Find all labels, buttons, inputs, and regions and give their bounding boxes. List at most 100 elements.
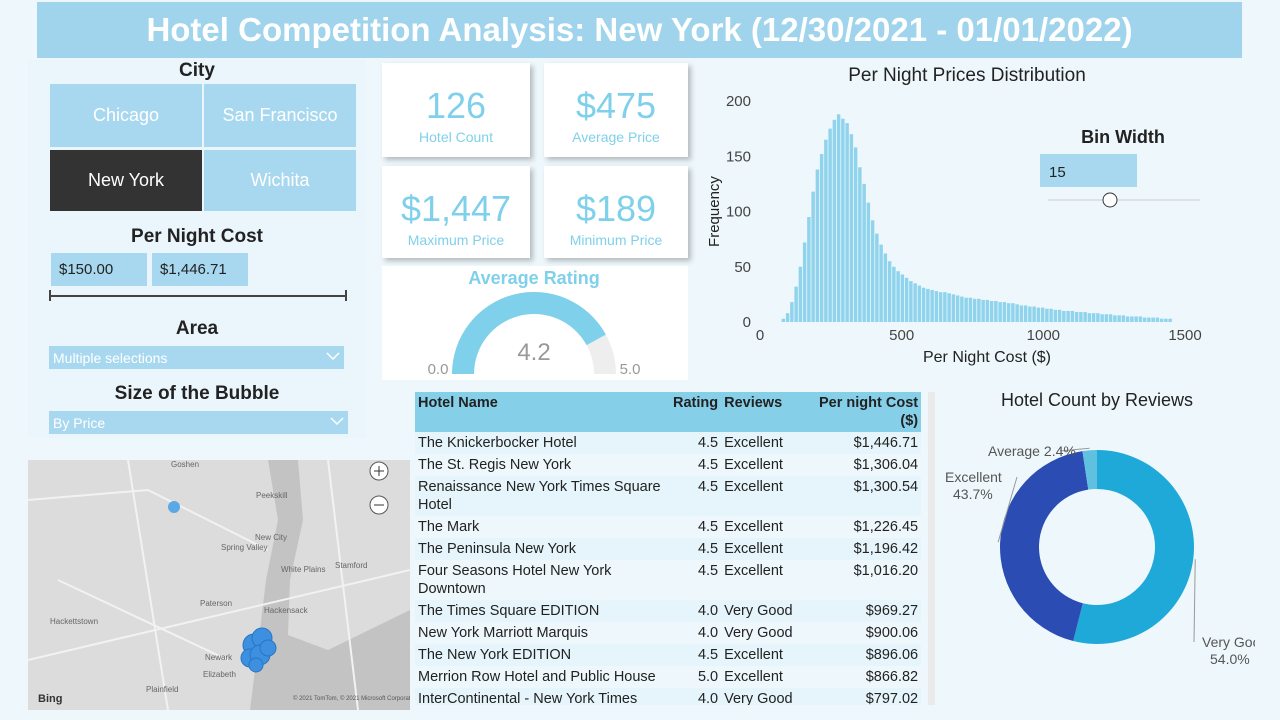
map[interactable]: Bing © 2021 TomTom, © 2021 Microsoft Cor…	[28, 460, 410, 710]
bar	[853, 147, 858, 322]
bar	[858, 167, 862, 322]
table-cell: $1,016.20	[853, 563, 919, 579]
bar	[926, 288, 930, 322]
bubble-dropdown[interactable]: By Price	[49, 411, 348, 434]
bar	[1036, 307, 1041, 322]
histogram: Per Night Prices Distribution Frequency Pe…	[706, 65, 1202, 366]
map-place: Spring Valley	[221, 543, 268, 552]
x-tick-label: 0	[756, 327, 764, 344]
bin-width-box[interactable]	[1040, 154, 1137, 187]
bin-width-title: Bin Width	[1081, 127, 1165, 147]
area-title: Area	[175, 318, 219, 339]
gauge-bg	[382, 266, 688, 380]
gauge-min: 0.0	[428, 361, 449, 378]
table-cell: 4.0	[670, 688, 722, 705]
city-tile[interactable]: New York	[50, 150, 202, 211]
table-cell: 4.5	[670, 644, 722, 666]
bar	[917, 285, 922, 322]
bar	[968, 297, 973, 322]
bar	[934, 291, 939, 322]
map-place: Elizabeth	[203, 670, 236, 679]
header-row: Hotel Name Rating Reviews Per night Cost ($…	[415, 392, 922, 432]
bar	[832, 119, 837, 322]
bar	[845, 123, 849, 322]
scrollbar[interactable]	[928, 392, 935, 705]
label-category: Excellent	[945, 469, 1002, 485]
hotel-table: Hotel Name Rating Reviews Per night Cost ($…	[415, 392, 922, 705]
bar	[836, 114, 841, 322]
bin-width-thumb[interactable]	[1102, 192, 1118, 208]
bar	[1138, 316, 1143, 322]
bar	[1164, 318, 1168, 322]
table-cell: Excellent	[724, 669, 783, 685]
bar	[985, 299, 990, 322]
table-cell: 4.0	[697, 625, 719, 641]
map-place: Stamford	[335, 561, 367, 570]
table-cell: 4.5	[697, 519, 719, 535]
bar	[943, 292, 947, 322]
column-header[interactable]: Per night Cost ($)	[799, 392, 922, 432]
table-cell: 4.5	[670, 432, 722, 454]
cost-slider[interactable]	[50, 295, 347, 297]
bar	[815, 169, 820, 322]
slider-handle[interactable]	[49, 290, 51, 301]
bar	[930, 289, 934, 322]
city-tile[interactable]: San Francisco	[204, 84, 356, 147]
bar	[1168, 318, 1172, 322]
table-cell: Renaissance New York Times Square Hotel	[415, 476, 670, 516]
bar	[828, 128, 832, 322]
bar	[1147, 317, 1151, 322]
bar	[875, 233, 879, 322]
bar	[1151, 317, 1155, 322]
table-cell: Very Good	[721, 688, 800, 705]
table-cell: $1,300.54	[799, 476, 922, 516]
bar	[1096, 313, 1100, 322]
x-tick-label: 1000	[1027, 327, 1060, 344]
bar	[1104, 314, 1109, 322]
bar	[1032, 306, 1036, 322]
cost-min[interactable]: $150.00	[51, 253, 147, 286]
chevron	[330, 417, 344, 426]
table-cell: New York Marriott Marquis	[418, 625, 589, 641]
bar	[977, 298, 981, 322]
kpi-label: Hotel Count	[419, 129, 493, 145]
bar	[1125, 316, 1130, 322]
y-tick-label: 0	[743, 314, 751, 331]
table-cell: Excellent	[724, 563, 783, 579]
map-logo: Bing	[38, 693, 62, 705]
bar	[1087, 313, 1092, 322]
kpi-value: $475	[575, 85, 657, 126]
bar	[807, 217, 811, 322]
table-cell: $1,196.42	[799, 538, 922, 560]
table-cell: $866.82	[865, 669, 919, 685]
cost-max[interactable]: $1,446.71	[152, 253, 248, 286]
bar	[1079, 312, 1083, 322]
city-tile[interactable]: Wichita	[204, 150, 356, 211]
map-attribution: © 2021 TomTom, © 2021 Microsoft Corporat…	[293, 695, 410, 702]
table-cell: $1,446.71	[799, 432, 922, 454]
table-row: The Times Square EDITION 4.0 Very Good $969…	[415, 600, 922, 622]
bar	[972, 298, 977, 322]
table-cell: $969.27	[799, 600, 922, 622]
bar	[790, 302, 794, 322]
table-cell: Very Good	[724, 625, 793, 641]
table-row: The Knickerbocker Hotel 4.5 Excellent $1,44…	[415, 432, 922, 454]
gauge-card: Average Rating 4.2 0.0 5.0	[382, 266, 688, 380]
bar	[951, 294, 956, 322]
bar	[1142, 317, 1147, 322]
bar	[913, 283, 917, 322]
column-header[interactable]: Reviews	[721, 392, 800, 432]
bar	[1019, 305, 1024, 322]
map-bubble[interactable]	[168, 501, 180, 513]
slider-handle[interactable]	[345, 290, 347, 301]
bar	[849, 134, 854, 322]
column-header[interactable]: Rating	[670, 392, 722, 432]
table-cell: Excellent	[721, 538, 800, 560]
city-tile[interactable]: Chicago	[50, 84, 202, 147]
table-row: New York Marriott Marquis 4.0 Very Good $90…	[415, 622, 921, 644]
table-cell: Merrion Row Hotel and Public House	[418, 669, 656, 685]
bar	[1002, 302, 1007, 322]
column-header[interactable]: Hotel Name	[415, 392, 670, 432]
area-dropdown[interactable]: Multiple selections	[49, 346, 344, 369]
